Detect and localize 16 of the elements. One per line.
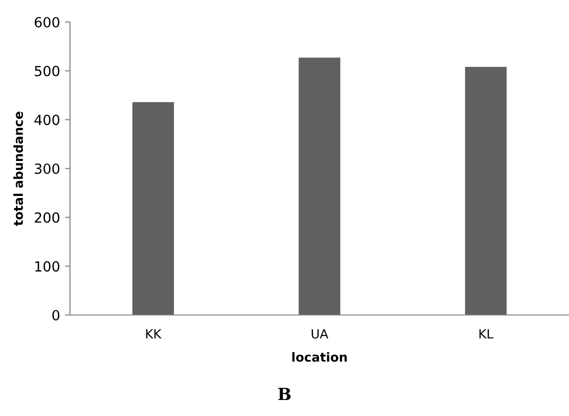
x-axis-title: location [292, 352, 347, 362]
y-tick-label: 600 [34, 16, 60, 28]
text: B [278, 388, 291, 400]
y-tick-label: 300 [34, 163, 60, 174]
y-tick-label: 400 [34, 114, 60, 126]
y-tick-label: 100 [35, 261, 60, 272]
bar [132, 102, 174, 315]
bar [298, 58, 340, 315]
x-tick-label: UA [312, 329, 328, 339]
y-tick-label: 500 [34, 66, 60, 76]
bar [465, 66, 507, 315]
x-tick-label: KL [479, 329, 494, 338]
y-axis-title: total abundance [13, 112, 24, 226]
y-tick-label: 200 [34, 212, 60, 223]
y-tick-label: 0 [52, 310, 60, 320]
x-tick-label: KK [146, 329, 162, 338]
